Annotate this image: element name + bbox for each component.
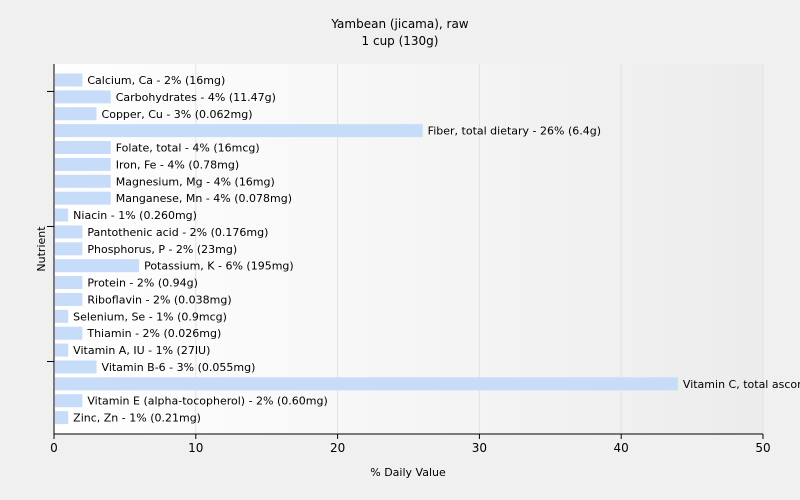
- bar-label: Copper, Cu - 3% (0.062mg): [102, 108, 253, 121]
- bar-label: Vitamin C, total ascorbic acid - 44% (26…: [683, 378, 800, 391]
- bar-label: Carbohydrates - 4% (11.47g): [116, 91, 276, 104]
- chart-subtitle: 1 cup (130g): [362, 34, 439, 48]
- bar-label: Riboflavin - 2% (0.038mg): [87, 293, 231, 306]
- bar: [55, 157, 111, 171]
- bar: [55, 276, 83, 290]
- bar: [55, 259, 140, 273]
- bar-label: Potassium, K - 6% (195mg): [144, 260, 294, 273]
- bar: [55, 225, 83, 239]
- bar: [55, 377, 678, 391]
- bar-label: Vitamin B-6 - 3% (0.055mg): [102, 361, 256, 374]
- bar-label: Pantothenic acid - 2% (0.176mg): [87, 226, 268, 239]
- bar: [55, 90, 111, 104]
- bar-label: Zinc, Zn - 1% (0.21mg): [73, 412, 201, 425]
- bar: [55, 124, 423, 138]
- bar-label: Phosphorus, P - 2% (23mg): [87, 243, 237, 256]
- bar-label: Vitamin A, IU - 1% (27IU): [73, 344, 210, 357]
- bar: [55, 309, 69, 323]
- bar-label: Niacin - 1% (0.260mg): [73, 209, 197, 222]
- bar: [55, 174, 111, 188]
- bar-label: Selenium, Se - 1% (0.9mcg): [73, 310, 227, 323]
- bar: [55, 208, 69, 222]
- bar-label: Protein - 2% (0.94g): [87, 277, 198, 290]
- x-tick-label: 50: [755, 441, 770, 455]
- y-axis-label: Nutrient: [35, 226, 48, 272]
- bar: [55, 411, 69, 425]
- x-tick-label: 0: [50, 441, 58, 455]
- x-tick-label: 20: [330, 441, 345, 455]
- bar: [55, 360, 97, 374]
- bar-label: Vitamin E (alpha-tocopherol) - 2% (0.60m…: [87, 395, 327, 408]
- bar: [55, 326, 83, 340]
- x-tick-label: 30: [472, 441, 487, 455]
- axes: [47, 64, 764, 439]
- chart-title: Yambean (jicama), raw: [330, 17, 468, 31]
- bar: [55, 141, 111, 155]
- bar-label: Magnesium, Mg - 4% (16mg): [116, 175, 275, 188]
- bars: Calcium, Ca - 2% (16mg) Carbohydrates - 4…: [55, 73, 800, 425]
- bar-label: Folate, total - 4% (16mcg): [116, 142, 260, 155]
- bar: [55, 292, 83, 306]
- bar: [55, 394, 83, 408]
- bar: [55, 107, 97, 121]
- bar-label: Fiber, total dietary - 26% (6.4g): [428, 125, 601, 138]
- bar-label: Thiamin - 2% (0.026mg): [86, 327, 221, 340]
- bar: [55, 73, 83, 87]
- bar-label: Iron, Fe - 4% (0.78mg): [116, 158, 239, 171]
- x-axis-label: % Daily Value: [370, 466, 446, 479]
- x-tick-label: 40: [614, 441, 629, 455]
- bar-label: Calcium, Ca - 2% (16mg): [87, 74, 225, 87]
- x-tick-label: 10: [188, 441, 203, 455]
- bar: [55, 191, 111, 205]
- bar-label: Manganese, Mn - 4% (0.078mg): [116, 192, 292, 205]
- bar: [55, 343, 69, 357]
- bar: [55, 242, 83, 256]
- x-tick-labels: 0 10 20 30 40 50: [50, 441, 770, 455]
